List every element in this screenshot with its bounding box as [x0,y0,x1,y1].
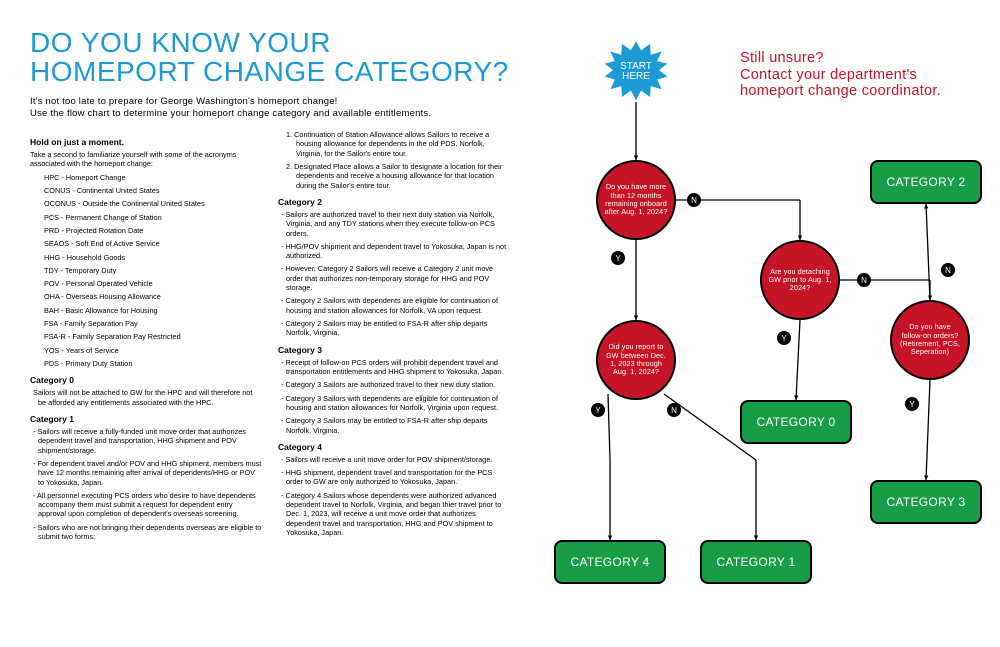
flowchart: STARTHERE Do you have more than 12 months… [540,40,980,640]
flow-start-label: STARTHERE [620,62,652,83]
flow-cat4: CATEGORY 4 [554,540,666,584]
page-subtitle: It's not too late to prepare for George … [30,96,431,120]
flow-q1: Do you have more than 12 months remainin… [596,160,676,240]
flow-q3: Are you detaching GW prior to Aug. 1, 20… [760,240,840,320]
flow-cat1: CATEGORY 1 [700,540,812,584]
flow-q2: Did you report to GW between Dec. 1, 202… [596,320,676,400]
edge-q4-y: Y [905,397,919,411]
body-text: Hold on just a moment.Take a second to f… [30,130,510,630]
flow-cat2: CATEGORY 2 [870,160,982,204]
edge-q2-n: N [667,403,681,417]
edge-q4-n: N [941,263,955,277]
flow-cat3: CATEGORY 3 [870,480,982,524]
flow-cat0: CATEGORY 0 [740,400,852,444]
edge-q3-y: Y [777,331,791,345]
flow-start: STARTHERE [604,40,668,104]
edge-q1-y: Y [611,251,625,265]
edge-q2-y: Y [591,403,605,417]
edge-q1-n: N [687,193,701,207]
page-title: DO YOU KNOW YOURHOMEPORT CHANGE CATEGORY… [30,28,509,87]
edge-q3-n: N [857,273,871,287]
flow-q4: Do you have follow-on orders? (Retiremen… [890,300,970,380]
